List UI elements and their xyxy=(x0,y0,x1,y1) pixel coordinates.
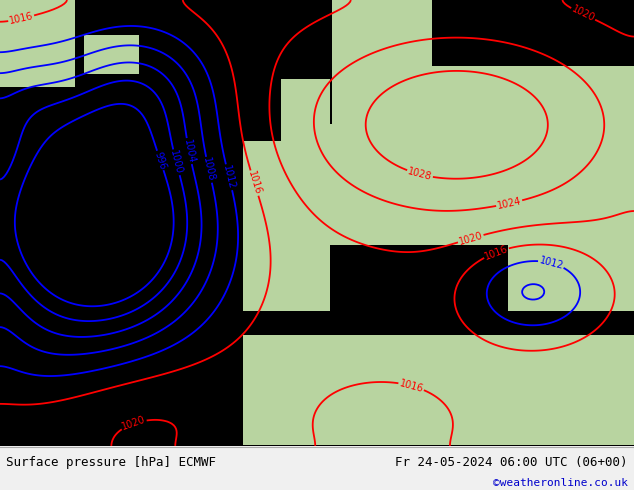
Text: 1016: 1016 xyxy=(398,378,425,394)
Text: 1016: 1016 xyxy=(483,244,509,262)
Text: 1016: 1016 xyxy=(246,170,263,196)
Text: 1012: 1012 xyxy=(221,164,236,191)
Text: 1024: 1024 xyxy=(496,196,522,211)
Text: 1008: 1008 xyxy=(202,157,216,183)
Text: 1020: 1020 xyxy=(458,230,484,247)
Text: ©weatheronline.co.uk: ©weatheronline.co.uk xyxy=(493,478,628,489)
Text: Surface pressure [hPa] ECMWF: Surface pressure [hPa] ECMWF xyxy=(6,456,216,469)
Text: 1012: 1012 xyxy=(538,255,564,271)
Text: 1000: 1000 xyxy=(169,149,184,175)
Text: 1020: 1020 xyxy=(120,415,147,432)
Text: 1028: 1028 xyxy=(406,166,433,182)
Text: 1016: 1016 xyxy=(8,11,34,26)
Text: Fr 24-05-2024 06:00 UTC (06+00): Fr 24-05-2024 06:00 UTC (06+00) xyxy=(395,456,628,469)
Text: 1004: 1004 xyxy=(182,138,197,164)
Text: 996: 996 xyxy=(153,150,168,171)
Text: 992: 992 xyxy=(140,163,157,184)
Text: 988: 988 xyxy=(127,174,145,195)
Text: 1020: 1020 xyxy=(570,4,597,24)
Text: 984: 984 xyxy=(60,189,79,210)
